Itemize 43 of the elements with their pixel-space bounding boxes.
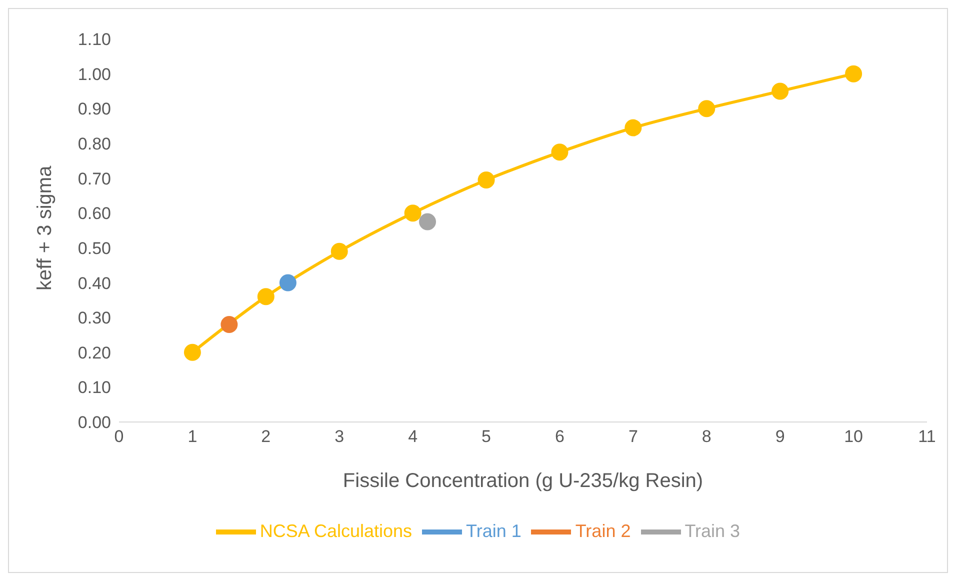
point (257, 288, 274, 306)
point (404, 204, 422, 222)
point (772, 82, 789, 100)
y-tick-label: 0.60 (78, 204, 111, 224)
x-tick-label: 0 (114, 427, 124, 446)
x-tick-label: 8 (702, 427, 712, 446)
point (551, 144, 568, 161)
y-axis-title: keff + 3 sigma (34, 164, 56, 290)
y-tick-label: 1.10 (78, 30, 111, 50)
y-tick-label: 0.30 (78, 308, 111, 328)
x-tick-label: 1 (188, 427, 198, 446)
point (419, 213, 436, 230)
y-tick-label: 0.50 (78, 238, 111, 258)
y-tick-label: 0.20 (78, 343, 111, 362)
point (698, 100, 716, 118)
legend-label: Train 2 (575, 520, 631, 541)
point (845, 65, 862, 82)
x-axis-title: Fissile Concentration (g U-235/kg Resin) (342, 470, 704, 492)
y-tick-label: 0.00 (78, 413, 111, 432)
legend-label: NCSA Calculations (260, 520, 412, 541)
point (478, 172, 495, 189)
x-tick-label: 3 (334, 427, 344, 446)
y-tick-label: 0.40 (78, 274, 111, 293)
x-tick-label: 2 (261, 427, 271, 446)
x-tick-label: 7 (628, 427, 638, 446)
x-tick-label: 9 (775, 427, 785, 446)
point (330, 242, 348, 260)
point (624, 119, 642, 136)
y-tick-label: 0.10 (78, 378, 111, 398)
point (279, 274, 296, 292)
x-tick-label: 6 (554, 427, 564, 446)
legend-label: Train 3 (684, 520, 740, 541)
x-tick-label: 5 (482, 427, 492, 446)
y-tick-label: 0.90 (78, 100, 111, 119)
x-tick-label: 10 (844, 427, 864, 446)
legend-label: Train 1 (466, 520, 522, 541)
x-tick-label: 11 (918, 427, 936, 446)
point (220, 316, 238, 334)
y-tick-label: 0.70 (78, 169, 111, 188)
y-tick-label: 1.00 (78, 64, 111, 84)
y-tick-label: 0.80 (78, 134, 111, 154)
x-tick-label: 4 (408, 427, 418, 446)
point (184, 344, 201, 361)
